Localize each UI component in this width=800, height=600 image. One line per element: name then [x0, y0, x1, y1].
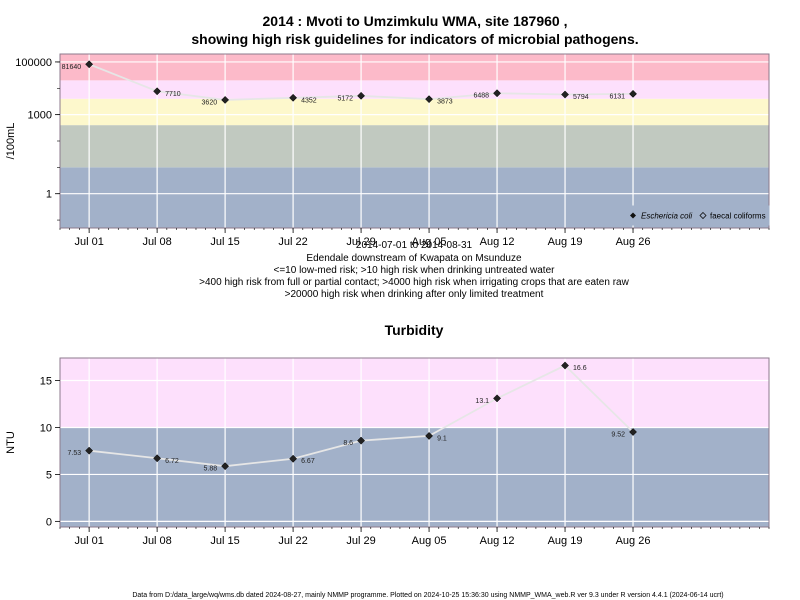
chart-1-y-tick-label-1: 5	[46, 469, 52, 481]
chart-0-data-label-4: 5172	[338, 95, 354, 102]
turbidity-plot: Jul 01 Jul 08 Jul 15 Jul 22 Jul 29 Aug 05 Aug …	[5, 357, 770, 547]
chart-0-data-label-0: 81640	[62, 64, 82, 71]
site-description: Edendale downstream of Kwapata on Msundu…	[306, 253, 522, 264]
chart-0-data-label-3: 4352	[301, 97, 317, 104]
chart-0-y-tick-label-1: 1000	[28, 110, 52, 122]
chart-1-data-label-0: 7.53	[68, 450, 82, 457]
chart-1-y-tick-label-2: 10	[40, 422, 52, 434]
chart-0-series-0-point-3	[289, 93, 298, 102]
chart-0-x-tick-label-4: Jul 29	[346, 236, 375, 248]
chart-0-series-0-point-2	[221, 95, 230, 104]
chart-0-series-0-point-4	[357, 91, 366, 100]
chart-0-legend-label-1: faecal coliforms	[710, 212, 766, 221]
chart-0-y-tick-label-0: 1	[46, 189, 52, 201]
chart-0-data-label-5: 3873	[437, 99, 453, 106]
date-range: 2014-07-01 to 2014-08-31	[356, 240, 473, 251]
chart-1-series-0-point-5	[425, 431, 434, 440]
chart-0-y-tick-label-2: 100000	[15, 57, 52, 69]
chart-1-data-label-8: 9.52	[611, 431, 625, 438]
chart-1-data-label-1: 6.72	[165, 458, 179, 465]
chart-1-series-0-point-6	[493, 394, 502, 403]
chart-1-series-0-point-7	[561, 361, 569, 370]
microbial-plot: Jul 01 Jul 08 Jul 15 Jul 22 Jul 29 Aug 05 Aug …	[5, 53, 770, 248]
chart-1-data-label-3: 6.67	[301, 458, 315, 465]
chart-0-risk-band-4	[60, 54, 769, 81]
chart-1-data-label-4: 8.6	[343, 440, 353, 447]
chart-0-x-tick-label-1: Jul 08	[142, 236, 171, 248]
chart-1-series-0-point-2	[221, 462, 230, 471]
chart-0-legend-label-0: Eschericia coli	[641, 212, 692, 221]
chart-1-y-axis-label: NTU	[5, 431, 17, 454]
chart-1-plot-frame	[59, 357, 770, 528]
chart-1-series-0-point-0	[85, 446, 94, 455]
chart-1-x-tick-label-4: Jul 29	[346, 535, 375, 547]
footer-note: Data from D:/data_large/wq/wms.db dated …	[132, 592, 723, 599]
chart-0-legend-box	[625, 205, 770, 226]
chart-1-risk-band-0	[60, 427, 769, 527]
chart-0-risk-band-1	[60, 125, 769, 168]
chart-1-series-0-point-4	[357, 436, 366, 445]
chart-1-x-tick-label-7: Aug 19	[548, 535, 583, 547]
guideline-limited-treatment: >20000 high risk when drinking after onl…	[285, 289, 544, 300]
chart-1-x-tick-label-8: Aug 26	[616, 535, 651, 547]
chart-1-x-tick-label-3: Jul 22	[278, 535, 307, 547]
chart-0-series-0-point-7	[561, 90, 569, 99]
chart-1-x-tick-label-0: Jul 01	[74, 535, 103, 547]
chart-0-x-tick-label-2: Jul 15	[210, 236, 239, 248]
chart-1-x-tick-label-5: Aug 05	[412, 535, 447, 547]
chart-1-series-0-point-8	[629, 428, 637, 436]
chart-0-data-label-1: 7710	[165, 91, 181, 98]
chart-0-legend-marker-0	[630, 212, 636, 219]
chart-0-series-0-point-0	[85, 60, 94, 69]
guideline-low-med: <=10 low-med risk; >10 high risk when dr…	[274, 265, 556, 276]
chart-1-x-tick-label-6: Aug 12	[480, 535, 515, 547]
chart-0-series-0-point-6	[493, 89, 502, 98]
chart-1-data-label-7: 16.6	[573, 365, 587, 372]
chart-0-x-tick-label-5: Aug 05	[412, 236, 447, 248]
chart-0-series-0-point-5	[425, 95, 434, 104]
chart-1-risk-band-1	[60, 358, 769, 428]
chart-title-line2: showing high risk guidelines for indicat…	[191, 31, 638, 47]
chart-1-data-label-5: 9.1	[437, 435, 447, 442]
chart-1-y-tick-label-3: 15	[40, 376, 52, 388]
chart-0-risk-band-2	[60, 98, 769, 126]
chart-1-x-tick-label-1: Jul 08	[142, 535, 171, 547]
chart-0-x-tick-label-6: Aug 12	[480, 236, 515, 248]
chart-0-x-tick-label-8: Aug 26	[616, 236, 651, 248]
chart-0-y-axis-label: /100mL	[5, 123, 17, 160]
chart-0-x-tick-label-7: Aug 19	[548, 236, 583, 248]
chart-1-series-0-point-1	[153, 454, 162, 463]
chart-0-x-tick-label-3: Jul 22	[278, 236, 307, 248]
chart-0-x-tick-label-0: Jul 01	[74, 236, 103, 248]
chart-0-data-label-8: 6131	[609, 93, 625, 100]
chart-1-data-label-6: 13.1	[475, 398, 489, 405]
chart-1-x-tick-label-2: Jul 15	[210, 535, 239, 547]
chart-1-series-0-point-3	[289, 454, 298, 463]
chart-0-series-0-point-8	[629, 89, 637, 98]
chart-0-data-label-2: 3620	[202, 99, 218, 106]
turbidity-title: Turbidity	[385, 322, 444, 338]
chart-0-data-label-7: 5794	[573, 94, 589, 101]
chart-0-series-0-point-1	[153, 87, 162, 96]
chart-0-legend-marker-1	[699, 211, 707, 220]
guideline-contact-irrigation: >400 high risk from full or partial cont…	[199, 277, 629, 288]
chart-0-data-label-6: 6488	[473, 93, 489, 100]
chart-1-data-label-2: 5.88	[203, 466, 217, 473]
chart-1-y-tick-label-0: 0	[46, 516, 52, 528]
chart-title-line1: 2014 : Mvoti to Umzimkulu WMA, site 1879…	[263, 13, 568, 29]
